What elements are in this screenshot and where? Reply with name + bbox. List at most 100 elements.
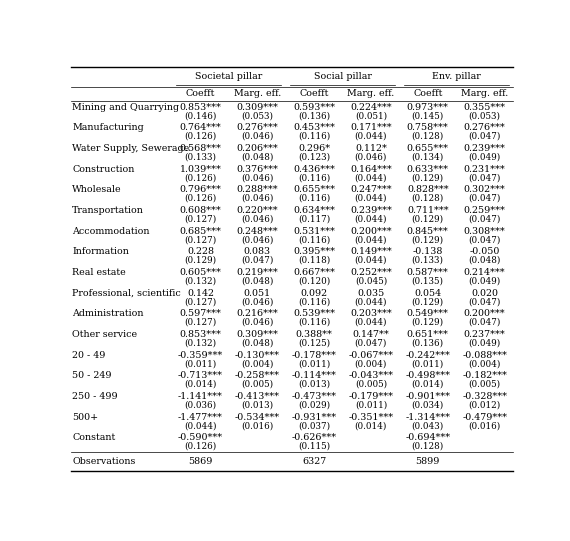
Text: 0.149***: 0.149***	[350, 247, 392, 256]
Text: -0.182***: -0.182***	[462, 371, 507, 380]
Text: (0.016): (0.016)	[469, 421, 500, 430]
Text: 0.248***: 0.248***	[237, 227, 278, 235]
Text: (0.004): (0.004)	[241, 359, 274, 368]
Text: Social pillar: Social pillar	[314, 72, 372, 81]
Text: Real estate: Real estate	[72, 268, 126, 277]
Text: Wholesale: Wholesale	[72, 185, 122, 194]
Text: 0.200***: 0.200***	[464, 309, 506, 318]
Text: (0.129): (0.129)	[412, 173, 444, 182]
Text: 0.276***: 0.276***	[464, 123, 506, 132]
Text: -0.114***: -0.114***	[292, 371, 336, 380]
Text: (0.132): (0.132)	[184, 276, 217, 286]
Text: (0.046): (0.046)	[241, 215, 274, 223]
Text: (0.127): (0.127)	[184, 297, 217, 306]
Text: 0.219***: 0.219***	[237, 268, 278, 277]
Text: -1.477***: -1.477***	[178, 413, 223, 421]
Text: (0.125): (0.125)	[298, 339, 330, 348]
Text: (0.048): (0.048)	[241, 153, 274, 162]
Text: (0.044): (0.044)	[355, 256, 387, 265]
Text: (0.005): (0.005)	[469, 380, 500, 389]
Text: 0.203***: 0.203***	[350, 309, 392, 318]
Text: (0.046): (0.046)	[241, 194, 274, 203]
Text: Coefft: Coefft	[299, 89, 329, 98]
Text: (0.004): (0.004)	[469, 359, 501, 368]
Text: Env. pillar: Env. pillar	[432, 72, 481, 81]
Text: (0.129): (0.129)	[412, 235, 444, 244]
Text: 0.216***: 0.216***	[237, 309, 278, 318]
Text: -0.179***: -0.179***	[348, 392, 393, 401]
Text: -0.590***: -0.590***	[178, 433, 223, 443]
Text: (0.049): (0.049)	[469, 276, 500, 286]
Text: 0.252***: 0.252***	[350, 268, 392, 277]
Text: 5869: 5869	[188, 457, 213, 466]
Text: (0.046): (0.046)	[241, 297, 274, 306]
Text: (0.013): (0.013)	[298, 380, 330, 389]
Text: Marg. eff.: Marg. eff.	[234, 89, 281, 98]
Text: -0.043***: -0.043***	[348, 371, 393, 380]
Text: 250 - 499: 250 - 499	[72, 392, 118, 401]
Text: Transportation: Transportation	[72, 206, 144, 215]
Text: -0.694***: -0.694***	[405, 433, 450, 443]
Text: 0.634***: 0.634***	[293, 206, 335, 215]
Text: (0.004): (0.004)	[355, 359, 387, 368]
Text: (0.011): (0.011)	[412, 359, 444, 368]
Text: 50 - 249: 50 - 249	[72, 371, 112, 380]
Text: (0.133): (0.133)	[412, 256, 443, 265]
Text: 0.355***: 0.355***	[463, 103, 506, 111]
Text: -0.351***: -0.351***	[348, 413, 393, 421]
Text: 0.568***: 0.568***	[180, 144, 221, 153]
Text: (0.043): (0.043)	[412, 421, 444, 430]
Text: 0.531***: 0.531***	[293, 227, 335, 235]
Text: 0.054: 0.054	[414, 288, 441, 298]
Text: Information: Information	[72, 247, 129, 256]
Text: (0.047): (0.047)	[469, 215, 501, 223]
Text: 0.655***: 0.655***	[293, 185, 335, 194]
Text: -0.713***: -0.713***	[178, 371, 223, 380]
Text: (0.034): (0.034)	[412, 401, 444, 410]
Text: 0.376***: 0.376***	[237, 164, 278, 174]
Text: (0.133): (0.133)	[184, 153, 217, 162]
Text: 0.758***: 0.758***	[407, 123, 449, 132]
Text: 0.112*: 0.112*	[355, 144, 387, 153]
Text: Coefft: Coefft	[186, 89, 215, 98]
Text: 0.651***: 0.651***	[407, 330, 449, 339]
Text: (0.049): (0.049)	[469, 339, 500, 348]
Text: 0.051: 0.051	[243, 288, 271, 298]
Text: 20 - 49: 20 - 49	[72, 351, 105, 360]
Text: (0.046): (0.046)	[241, 235, 274, 244]
Text: (0.127): (0.127)	[184, 318, 217, 327]
Text: (0.116): (0.116)	[298, 297, 330, 306]
Text: 0.092: 0.092	[300, 288, 328, 298]
Text: (0.135): (0.135)	[412, 276, 443, 286]
Text: (0.136): (0.136)	[298, 111, 330, 120]
Text: (0.012): (0.012)	[469, 401, 500, 410]
Text: -0.413***: -0.413***	[235, 392, 280, 401]
Text: (0.047): (0.047)	[469, 132, 501, 141]
Text: (0.044): (0.044)	[355, 194, 387, 203]
Text: 0.239***: 0.239***	[463, 144, 506, 153]
Text: 0.655***: 0.655***	[407, 144, 449, 153]
Text: (0.126): (0.126)	[184, 173, 217, 182]
Text: 0.309***: 0.309***	[237, 330, 278, 339]
Text: (0.120): (0.120)	[298, 276, 330, 286]
Text: -0.473***: -0.473***	[292, 392, 336, 401]
Text: Observations: Observations	[72, 457, 136, 466]
Text: Mining and Quarrying: Mining and Quarrying	[72, 103, 179, 111]
Text: (0.128): (0.128)	[412, 132, 444, 141]
Text: (0.047): (0.047)	[241, 256, 274, 265]
Text: (0.136): (0.136)	[412, 339, 444, 348]
Text: 6327: 6327	[302, 457, 326, 466]
Text: 0.597***: 0.597***	[180, 309, 221, 318]
Text: Marg. eff.: Marg. eff.	[461, 89, 508, 98]
Text: 0.633***: 0.633***	[407, 164, 449, 174]
Text: 0.388**: 0.388**	[296, 330, 332, 339]
Text: (0.014): (0.014)	[184, 380, 217, 389]
Text: (0.047): (0.047)	[469, 318, 501, 327]
Text: (0.047): (0.047)	[469, 194, 501, 203]
Text: -0.242***: -0.242***	[405, 351, 450, 360]
Text: Accommodation: Accommodation	[72, 227, 150, 235]
Text: 0.395***: 0.395***	[293, 247, 335, 256]
Text: 0.206***: 0.206***	[237, 144, 278, 153]
Text: 0.853***: 0.853***	[180, 103, 221, 111]
Text: (0.046): (0.046)	[355, 153, 387, 162]
